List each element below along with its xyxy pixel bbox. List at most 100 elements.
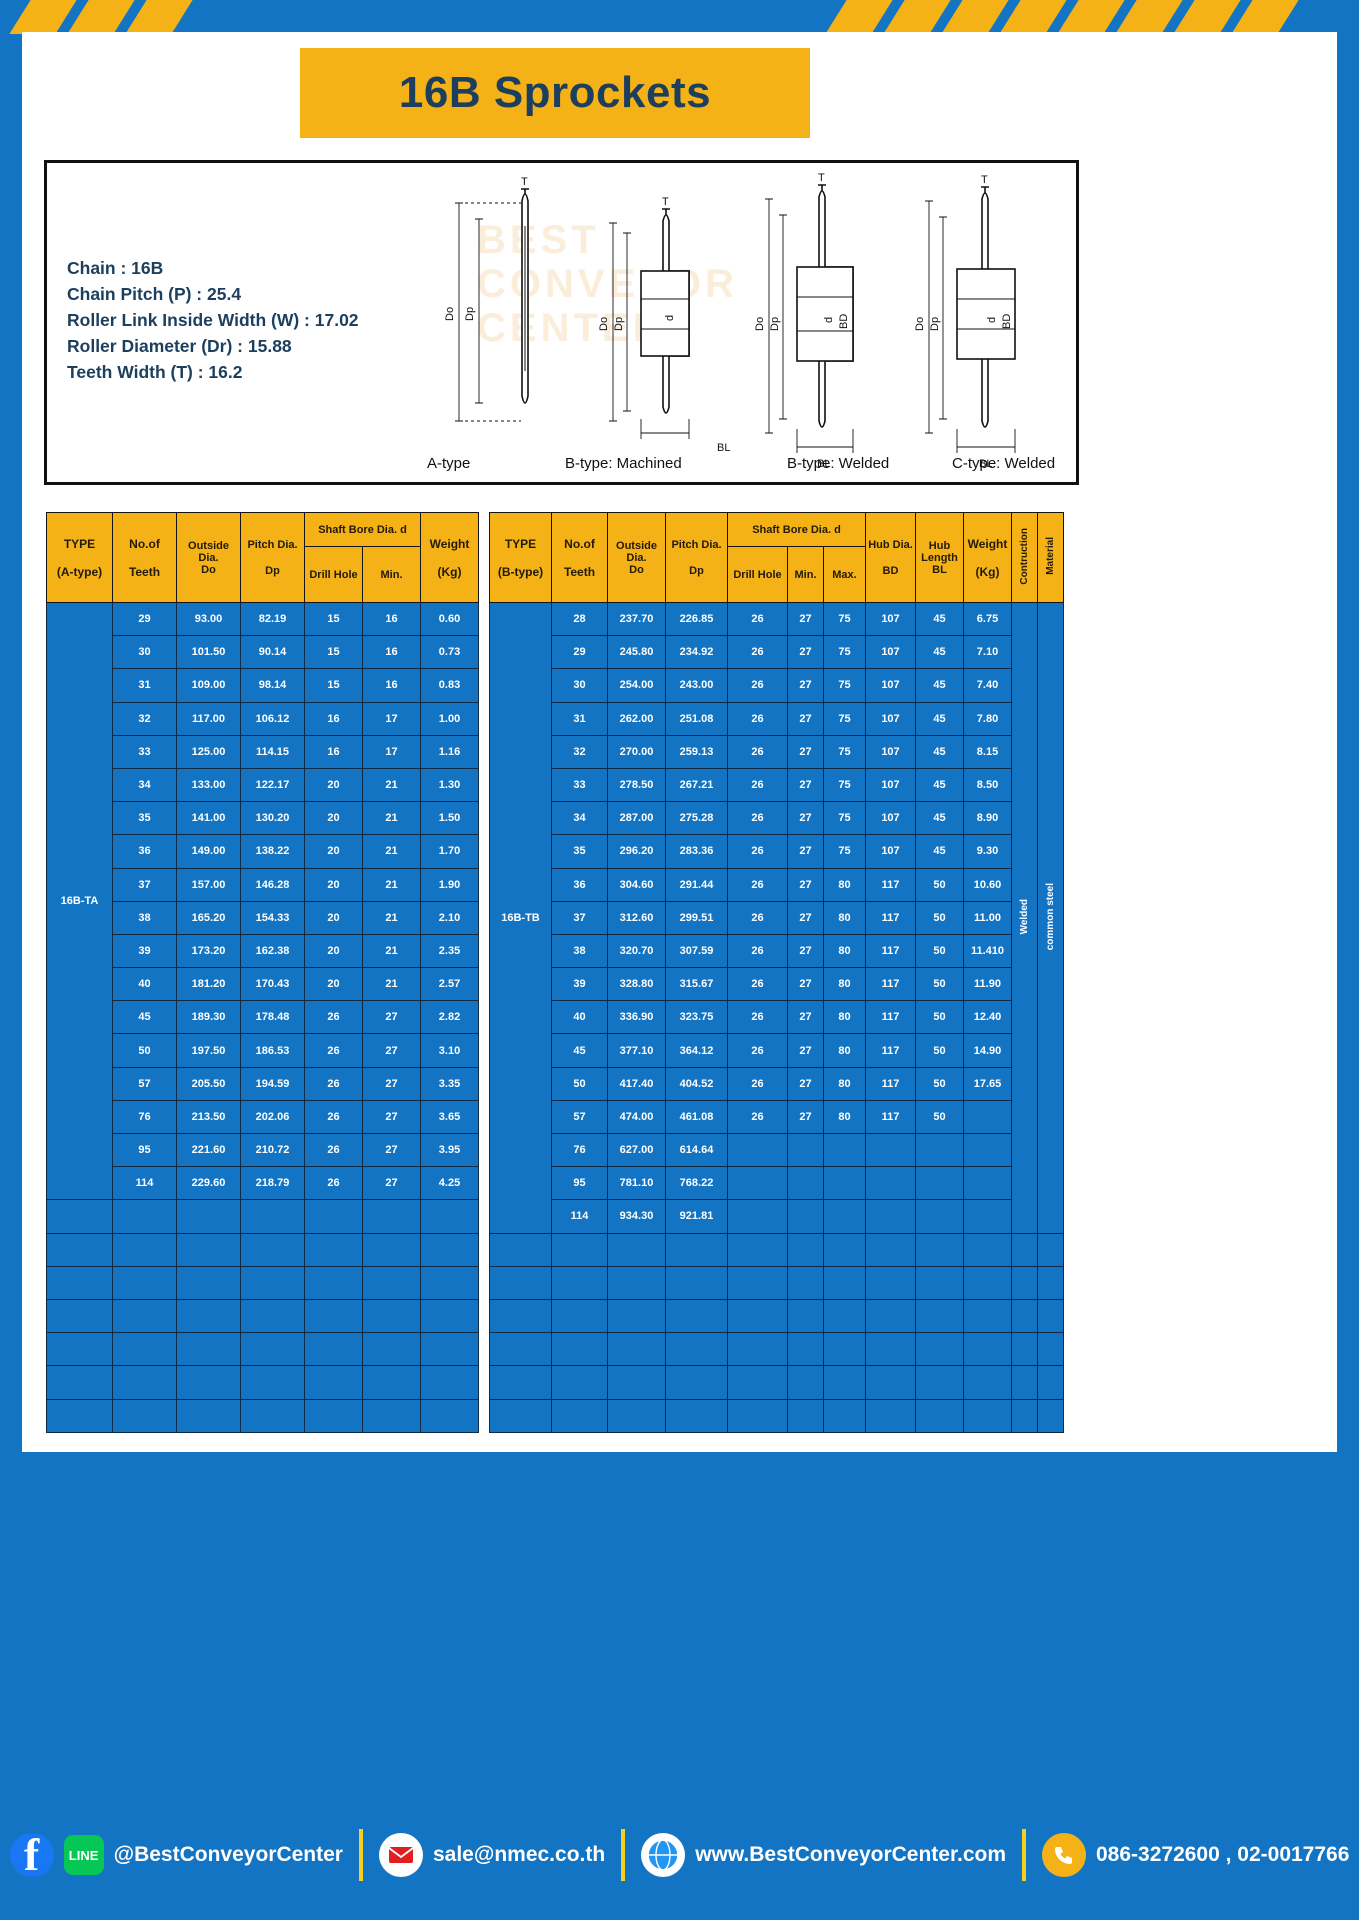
cell-value: 75 [823,834,866,869]
svg-text:d: d [664,315,676,321]
cell-empty [176,1365,241,1400]
cell-value: 8.50 [963,767,1012,803]
cell-value: 30 [551,668,608,703]
cell-value: 117 [865,967,916,1002]
cell-value: 40 [112,967,177,1002]
table-row: 37 157.00 146.28 20 21 1.90 [47,867,479,902]
cell-value: 461.08 [665,1099,728,1135]
cell-value: 16 [362,601,421,637]
globe-icon [641,1833,686,1877]
cell-value: 1.50 [420,801,479,836]
dim-label-Do: Do [444,307,456,321]
table-row-blank [46,1232,479,1267]
th-drill-hole-a: Drill Hole [304,546,363,603]
cell-value: 27 [362,1033,421,1068]
cell-empty [46,1199,113,1234]
cell-empty [362,1232,421,1267]
cell-value: 45 [915,668,964,703]
cell-value: 117 [865,1066,916,1101]
cell-empty [112,1365,177,1400]
cell-value: 107 [865,801,916,836]
cell-value: 28 [551,601,608,637]
cell-value: 21 [362,900,421,935]
cell-value: 26 [304,1066,363,1101]
cell-empty [963,1332,1012,1367]
cell-value: 304.60 [607,867,666,902]
cell-value [915,1132,964,1168]
cell-value: 4.25 [420,1166,479,1201]
cell-value: 157.00 [176,867,241,902]
cell-value: 75 [823,767,866,803]
cell-value: 2.82 [420,1000,479,1035]
table-row: 32 270.00 259.13 26 27 75 107 45 8.15 [490,734,1064,769]
cell-value [823,1132,866,1168]
cell-value: 109.00 [176,668,241,703]
cell-value: 80 [823,1099,866,1135]
cell-value: 50 [915,867,964,902]
cell-value [865,1166,916,1201]
cell-empty [420,1265,479,1300]
phone-icon [1042,1833,1086,1877]
facebook-contact[interactable]: f LINE @BestConveyorCenter [9,1832,343,1878]
cell-empty [607,1398,666,1433]
cell-empty [551,1332,608,1367]
cell-empty [112,1298,177,1334]
cell-value: 11.90 [963,967,1012,1002]
phone-contact[interactable]: 086-3272600 , 02-0017766 [1042,1833,1349,1877]
cell-value: 21 [362,801,421,836]
table-row: 31 262.00 251.08 26 27 75 107 45 7.80 [490,701,1064,736]
cell-value: 178.48 [240,1000,305,1035]
cell-value: 2.35 [420,933,479,969]
cell-value: 27 [787,834,824,869]
cell-empty [489,1265,552,1300]
cell-empty [963,1232,1012,1267]
cell-empty [1037,1332,1064,1367]
cell-value: 21 [362,767,421,803]
cell-empty [551,1232,608,1267]
th-pitch-dia-b: Pitch Dia. Dp [665,512,728,603]
cell-empty [665,1232,728,1267]
cell-value: 27 [362,1099,421,1135]
table-row-blank [489,1332,1064,1367]
page-title: 16B Sprockets [300,48,810,138]
cell-value: 26 [304,1166,363,1201]
cell-value: 0.60 [420,601,479,637]
cell-value: 76 [551,1132,608,1168]
cell-value: 38 [112,900,177,935]
table-a-body: 16B-TA 29 93.00 82.19 15 16 0.60 30 101.50 90.14 1… [46,601,479,1433]
svg-text:BL: BL [717,442,730,454]
dim-label-T: T [662,196,669,208]
svg-text:BD: BD [838,314,850,329]
cell-empty [420,1298,479,1334]
cell-empty [420,1232,479,1267]
cell-empty [1037,1398,1064,1433]
cell-value: 7.10 [963,635,1012,670]
cell-empty [865,1298,916,1334]
cell-value: 170.43 [240,967,305,1002]
cell-value: 12.40 [963,1000,1012,1035]
cell-empty [551,1298,608,1334]
cell-value: 1.90 [420,867,479,902]
cell-value: 8.15 [963,734,1012,769]
cell-value: 117 [865,1033,916,1068]
cell-value: 75 [823,734,866,769]
cell-empty [607,1332,666,1367]
website-contact[interactable]: www.BestConveyorCenter.com [641,1833,1006,1877]
email-contact[interactable]: sale@nmec.co.th [378,1833,605,1877]
cell-value: 323.75 [665,1000,728,1035]
cell-value: 17 [362,701,421,736]
cell-value: 27 [787,668,824,703]
cell-value: 45 [915,601,964,637]
cell-value: 57 [551,1099,608,1135]
cell-value: 107 [865,601,916,637]
cell-value: 221.60 [176,1132,241,1168]
cell-value: 146.28 [240,867,305,902]
cell-value: 213.50 [176,1099,241,1135]
cell-empty [727,1398,788,1433]
cell-value: 17 [362,734,421,769]
svg-text:T: T [981,174,988,186]
cell-value: 107 [865,668,916,703]
cell-value: 50 [915,1000,964,1035]
table-row-blank [489,1232,1064,1267]
cell-empty [823,1365,866,1400]
